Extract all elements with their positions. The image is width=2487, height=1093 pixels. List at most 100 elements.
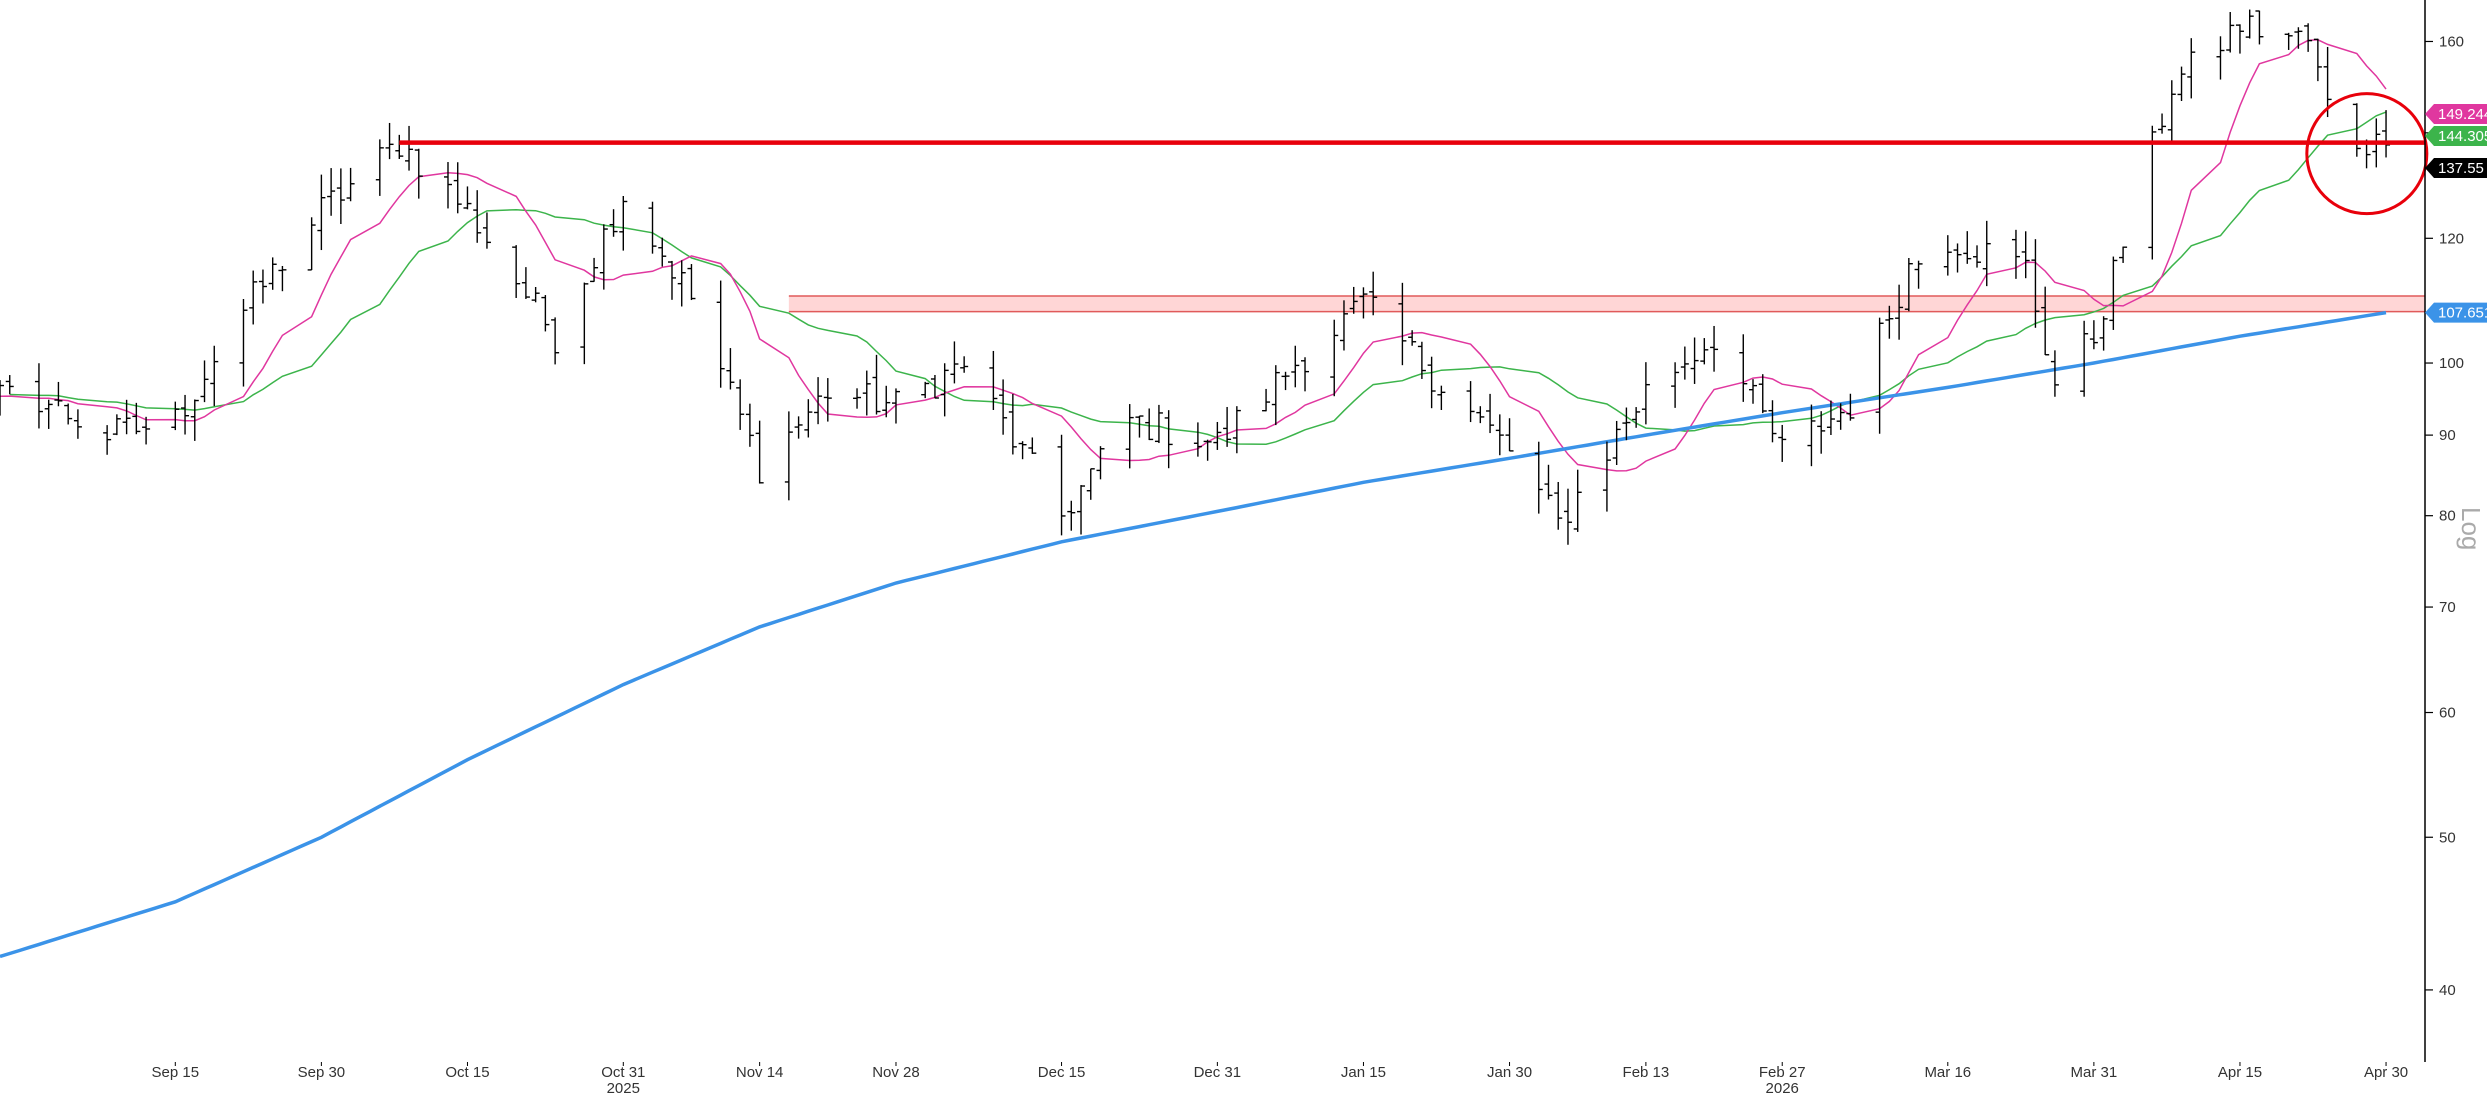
ohlc-bar — [872, 354, 881, 415]
ohlc-bar — [1077, 485, 1086, 535]
ohlc-bar — [1437, 385, 1446, 411]
ohlc-bar — [2099, 316, 2108, 351]
ohlc-bar — [1534, 441, 1543, 514]
medium-ma-tag-shape — [2425, 126, 2487, 146]
ohlc-bar — [1885, 305, 1894, 339]
x-tick-label: Nov 14 — [736, 1064, 784, 1081]
ohlc-bar — [2216, 36, 2225, 80]
medium-ma-tag: 144.305 — [2425, 126, 2487, 146]
ohlc-bar — [1291, 345, 1300, 388]
ohlc-bar — [414, 148, 423, 199]
medium-moving-average-line — [9, 111, 2387, 445]
ohlc-bar — [1213, 421, 1222, 450]
ohlc-bar — [1846, 393, 1855, 421]
y-tick-label: 40 — [2439, 982, 2456, 999]
ohlc-bar — [1895, 284, 1904, 340]
ohlc-bar — [1612, 420, 1621, 466]
x-tick-label: Dec 31 — [1194, 1064, 1242, 1081]
ohlc-bar — [1301, 357, 1310, 392]
ohlc-bar — [1700, 338, 1709, 365]
ohlc-bar — [1486, 393, 1495, 434]
ohlc-bar — [1086, 468, 1095, 500]
ohlc-bar — [122, 399, 131, 435]
ohlc-bar — [960, 356, 969, 373]
ohlc-bar — [1671, 362, 1680, 408]
ohlc-bar — [2304, 23, 2313, 52]
short-ma-tag-text: 149.244 — [2438, 106, 2487, 123]
ohlc-bar — [667, 260, 676, 300]
ohlc-bar — [473, 190, 482, 243]
x-tick-label: Sep 15 — [152, 1064, 200, 1081]
ohlc-bar — [1164, 410, 1173, 469]
ohlc-bar — [590, 257, 599, 283]
ohlc-bar — [2382, 110, 2391, 158]
ohlc-bar — [1417, 341, 1426, 379]
ohlc-bar — [999, 379, 1008, 435]
ohlc-bar — [1904, 258, 1913, 312]
ohlc-bar — [823, 378, 832, 422]
ohlc-bar — [1203, 439, 1212, 461]
ohlc-bar — [2226, 12, 2235, 53]
ohlc-bar — [268, 257, 277, 290]
value-tags: 149.244 144.305 137.55 107.651 — [2425, 104, 2487, 323]
ohlc-bar — [453, 162, 462, 214]
ohlc-bar — [2187, 38, 2196, 99]
ohlc-bar — [1232, 406, 1241, 454]
ohlc-bar — [716, 280, 725, 388]
x-tick-label: Mar 31 — [2071, 1064, 2118, 1081]
ohlc-bar — [726, 348, 735, 390]
ohlc-bar — [1622, 407, 1631, 441]
ohlc-bar — [940, 363, 949, 417]
last-price-tag-text: 137.55 — [2438, 160, 2484, 177]
ohlc-bar — [512, 245, 521, 298]
ohlc-bar — [171, 401, 180, 431]
y-tick-label: 160 — [2439, 33, 2464, 50]
ohlc-bar — [1125, 404, 1134, 469]
long-ma-tag: 107.651 — [2425, 302, 2487, 323]
ohlc-bar — [5, 375, 14, 395]
y-tick-label: 120 — [2439, 230, 2464, 247]
ohlc-bar — [1330, 319, 1339, 397]
ohlc-bar — [1554, 481, 1563, 530]
ohlc-bar — [1875, 317, 1884, 434]
ohlc-bar — [336, 168, 345, 224]
ohlc-bar — [1096, 446, 1105, 480]
y-tick-label: 90 — [2439, 427, 2456, 444]
ohlc-bar — [2148, 125, 2157, 260]
ohlc-bar — [755, 420, 764, 484]
ohlc-bar — [132, 402, 141, 435]
ohlc-bar — [1573, 469, 1582, 532]
ohlc-bar — [599, 224, 608, 290]
ohlc-bar — [190, 399, 199, 441]
ohlc-bar — [1466, 381, 1475, 423]
x-tick-label: Jan 30 — [1487, 1064, 1532, 1081]
ohlc-bar — [2021, 231, 2030, 279]
ohlc-bar — [1476, 406, 1485, 424]
ohlc-bar — [1271, 365, 1280, 426]
ohlc-bar — [210, 345, 219, 407]
x-tick-label: Sep 30 — [298, 1064, 346, 1081]
y-tick-label: 100 — [2439, 355, 2464, 372]
ohlc-bar — [2158, 113, 2167, 134]
x-tick-label: Mar 16 — [1924, 1064, 1971, 1081]
ohlc-bar — [54, 381, 63, 407]
ohlc-bar — [862, 370, 871, 416]
ohlc-bar — [1749, 379, 1758, 404]
ohlc-bar — [2080, 320, 2089, 397]
ohlc-bar — [2050, 350, 2059, 397]
ohlc-bar — [2323, 46, 2332, 118]
ohlc-bar — [1145, 408, 1154, 441]
ohlc-bar — [2294, 27, 2303, 49]
ohlc-bar — [521, 267, 530, 299]
x-tick-label: Apr 30 — [2364, 1064, 2408, 1081]
ohlc-bar — [930, 374, 939, 399]
ohlc-bar — [2167, 80, 2176, 145]
ohlc-bar — [1914, 260, 1923, 289]
last-price-tag-shape — [2425, 158, 2487, 178]
ohlc-bar — [1758, 374, 1767, 414]
ohlc-bar — [2119, 246, 2128, 263]
ohlc-bar — [1778, 424, 1787, 462]
ohlc-bar — [1768, 400, 1777, 443]
ohlc-bar — [541, 295, 550, 332]
